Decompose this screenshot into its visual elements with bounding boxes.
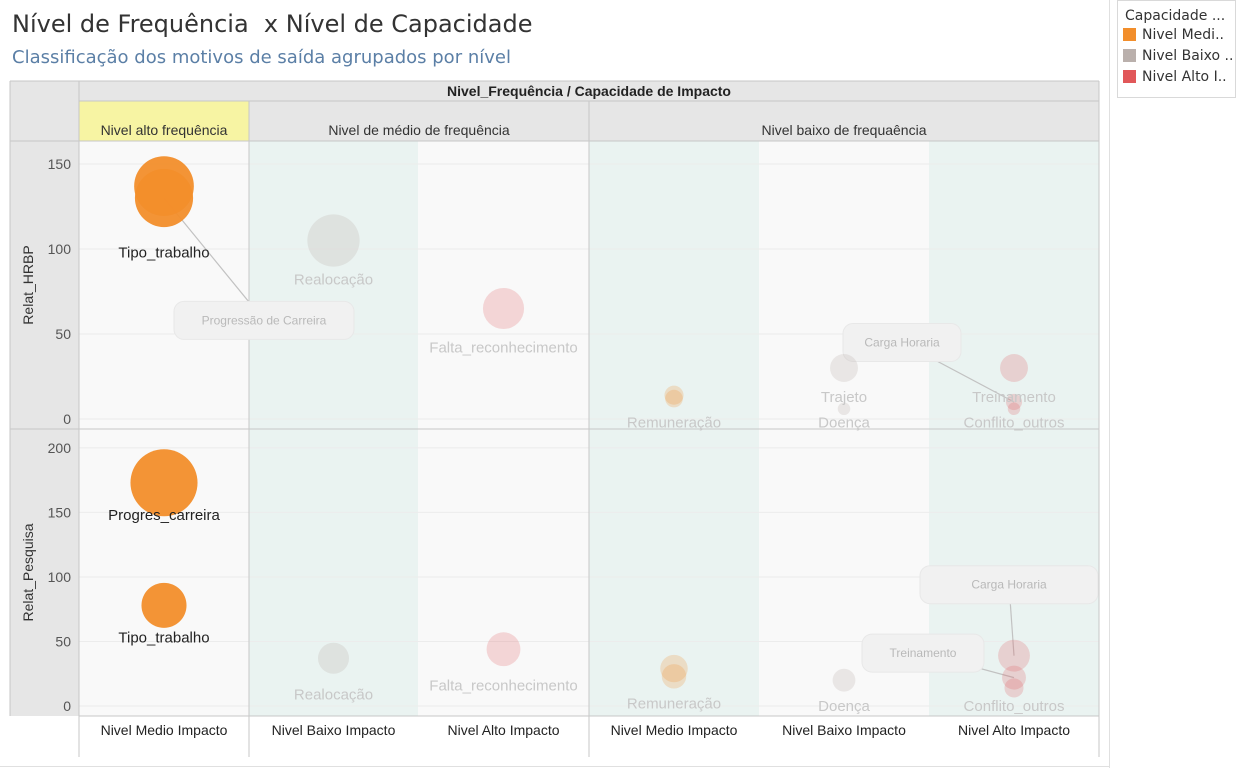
row-axis-label: Relat_Pesquisa [20, 523, 36, 621]
data-point [830, 354, 858, 382]
color-legend[interactable]: Capacidade ... Nivel Medi.. Nivel Baixo … [1117, 0, 1236, 98]
legend-label-alto: Nivel Alto I.. [1142, 68, 1227, 85]
point-label: Falta_reconhecimento [429, 340, 577, 357]
y-tick-label: 150 [48, 504, 72, 520]
legend-item-medio[interactable]: Nivel Medi.. [1118, 24, 1235, 45]
point-label: Remuneração [627, 695, 721, 712]
callout-box [173, 300, 355, 340]
legend-item-alto[interactable]: Nivel Alto I.. [1118, 66, 1235, 87]
column-label: Nivel Alto Impacto [447, 722, 559, 738]
data-point [134, 156, 194, 216]
y-tick-label: 0 [63, 698, 71, 714]
callout-text: Carga Horaria [971, 578, 1047, 592]
data-point [482, 287, 525, 330]
data-point [1004, 678, 1024, 698]
point-label: Tipo_trabalho [118, 244, 209, 261]
point-label: Doença [818, 698, 870, 715]
data-point [832, 668, 856, 692]
point-label: Doença [818, 414, 870, 431]
row-axis-label: Relat_HRBP [20, 245, 36, 324]
scatter-chart: Nivel_Frequência / Capacidade de Impacto… [9, 80, 1100, 757]
legend-swatch-baixo [1123, 49, 1136, 62]
point-label: Remuneração [627, 414, 721, 431]
point-label: Falta_reconhecimento [429, 677, 577, 694]
data-point [130, 449, 198, 517]
callout-box [842, 323, 962, 362]
data-point [998, 639, 1030, 672]
group-header-label: Nivel alto frequência [101, 122, 228, 138]
legend-item-baixo[interactable]: Nivel Baixo .. [1118, 45, 1235, 66]
group-header-highlight [79, 101, 249, 141]
y-tick-label: 100 [48, 241, 72, 257]
data-point [486, 632, 521, 667]
data-point [1000, 354, 1028, 382]
legend-label-baixo: Nivel Baixo .. [1142, 47, 1234, 64]
data-point [307, 214, 360, 267]
column-label: Nivel Baixo Impacto [272, 722, 396, 738]
point-label: Trajeto [821, 389, 867, 406]
column-label: Nivel Baixo Impacto [782, 722, 906, 738]
callout-box [919, 565, 1099, 605]
data-point [665, 389, 683, 408]
point-label: Conflito_outros [964, 698, 1065, 715]
group-header-label: Nivel baixo de frequaência [762, 122, 927, 138]
callout-text: Progressão de Carreira [202, 313, 327, 327]
legend-panel-divider [1109, 0, 1110, 768]
point-label: Treinamento [972, 389, 1056, 406]
point-label: Progres_carreira [108, 507, 220, 524]
data-point [317, 642, 350, 674]
data-point [1005, 393, 1023, 411]
y-tick-label: 50 [55, 326, 71, 342]
y-tick-label: 200 [48, 440, 72, 456]
callout-text: Treinamento [890, 646, 957, 660]
data-point [837, 402, 851, 416]
y-tick-label: 100 [48, 569, 72, 585]
data-point [661, 664, 687, 689]
legend-swatch-medio [1123, 28, 1136, 41]
page-title: Nível de Frequência x Nível de Capacidad… [12, 10, 533, 38]
group-header-label: Nivel de médio de frequência [328, 122, 510, 138]
point-label: Realocação [294, 272, 373, 289]
point-label: Conflito_outros [964, 414, 1065, 431]
legend-swatch-alto [1123, 70, 1136, 83]
page-subtitle: Classificação dos motivos de saída agrup… [12, 47, 511, 68]
column-label: Nivel Medio Impacto [101, 722, 228, 738]
legend-title: Capacidade ... [1125, 8, 1226, 24]
callout-text: Carga Horaria [864, 336, 940, 350]
callout-box [861, 633, 985, 673]
data-point [1007, 402, 1021, 416]
y-tick-label: 0 [63, 411, 71, 427]
legend-label-medio: Nivel Medi.. [1142, 26, 1224, 43]
data-point [141, 582, 187, 628]
data-point [1002, 665, 1026, 690]
data-point [660, 654, 688, 683]
y-tick-label: 150 [48, 156, 72, 172]
point-label: Realocação [294, 686, 373, 703]
column-label: Nivel Alto Impacto [958, 722, 1070, 738]
column-label: Nivel Medio Impacto [611, 722, 738, 738]
data-point [664, 385, 684, 405]
point-label: Tipo_trabalho [118, 630, 209, 647]
y-tick-label: 50 [55, 633, 71, 649]
chart-bottom-border [0, 766, 1109, 767]
header-title: Nivel_Frequência / Capacidade de Impacto [447, 83, 731, 99]
